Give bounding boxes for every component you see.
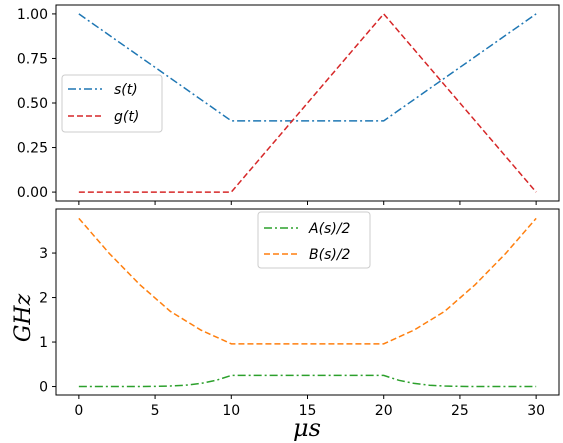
x-tick-label: 30 xyxy=(527,403,545,419)
top-series-group xyxy=(78,12,537,193)
bottom-y-ticks: 0 1 2 3 xyxy=(39,246,56,396)
legend-label-b-s: B(s)/2 xyxy=(309,247,351,263)
series-line-bottom-1 xyxy=(78,217,537,345)
top-legend: s(t) g(t) xyxy=(61,74,163,133)
bottom-legend: A(s)/2 B(s)/2 xyxy=(257,211,371,269)
legend-label-s-t: s(t) xyxy=(114,82,138,98)
y-tick-label: 3 xyxy=(39,246,48,262)
bottom-series-group xyxy=(78,217,537,388)
bottom-panel: 0 1 2 3 0 5 10 15 20 25 30 A(s)/2 B(s)/2 GHz μs xyxy=(11,208,560,442)
x-axis-label: μs xyxy=(293,414,321,442)
bottom-x-ticks: 0 5 10 15 20 25 30 xyxy=(74,395,545,419)
series-line-top-0 xyxy=(78,13,537,122)
x-tick-label: 5 xyxy=(151,403,160,419)
y-tick-label: 2 xyxy=(39,291,48,307)
legend-label-g-t: g(t) xyxy=(114,109,139,125)
top-legend-box xyxy=(61,74,163,133)
top-panel: 0.00 0.25 0.50 0.75 1.00 s(t) g(t) xyxy=(17,4,560,205)
x-tick-label: 20 xyxy=(375,403,393,419)
y-tick-label: 1.00 xyxy=(17,7,48,23)
legend-label-a-s: A(s)/2 xyxy=(308,221,351,237)
y-tick-label: 0.25 xyxy=(17,141,48,157)
top-y-ticks: 0.00 0.25 0.50 0.75 1.00 xyxy=(17,7,56,201)
x-tick-label: 10 xyxy=(222,403,240,419)
x-tick-label: 15 xyxy=(299,403,317,419)
y-tick-label: 0.50 xyxy=(17,96,48,112)
y-tick-label: 0.75 xyxy=(17,51,48,67)
x-tick-label: 0 xyxy=(74,403,83,419)
y-tick-label: 0 xyxy=(39,380,48,396)
series-line-bottom-0 xyxy=(78,374,537,388)
top-x-ticks xyxy=(78,201,537,205)
series-line-top-1 xyxy=(78,12,537,193)
y-tick-label: 1 xyxy=(39,335,48,351)
y-axis-label: GHz xyxy=(11,293,36,342)
y-tick-label: 0.00 xyxy=(17,185,48,201)
x-tick-label: 25 xyxy=(451,403,469,419)
